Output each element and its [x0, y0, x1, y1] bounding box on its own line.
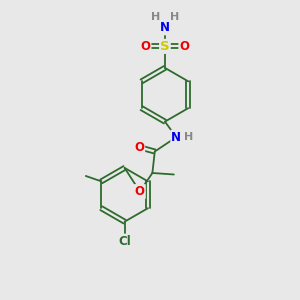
Text: H: H: [151, 11, 160, 22]
Text: O: O: [140, 40, 151, 53]
Text: H: H: [184, 132, 194, 142]
Text: H: H: [170, 11, 179, 22]
Text: O: O: [134, 140, 144, 154]
Text: N: N: [160, 21, 170, 34]
Text: O: O: [179, 40, 189, 53]
Text: O: O: [135, 185, 145, 198]
Text: N: N: [171, 131, 181, 144]
Text: Cl: Cl: [118, 235, 131, 248]
Text: S: S: [160, 40, 170, 53]
